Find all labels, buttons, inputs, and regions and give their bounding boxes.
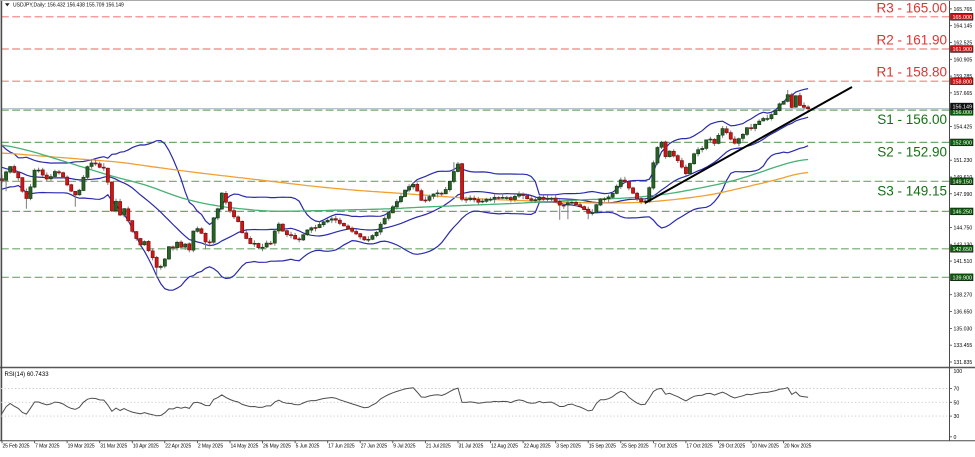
svg-text:25 Sep 2025: 25 Sep 2025: [621, 443, 649, 449]
svg-text:R3 - 165.00: R3 - 165.00: [876, 0, 947, 15]
svg-text:S3 - 149.15: S3 - 149.15: [877, 183, 947, 198]
svg-text:136.650: 136.650: [954, 310, 973, 316]
svg-text:160.905: 160.905: [954, 57, 973, 63]
svg-text:15 Sep 2025: 15 Sep 2025: [589, 443, 617, 449]
svg-text:165.000: 165.000: [953, 15, 973, 21]
svg-text:RSI(14) 60.7433: RSI(14) 60.7433: [5, 372, 50, 378]
svg-text:21 Jul 2025: 21 Jul 2025: [426, 443, 451, 449]
svg-text:138.270: 138.270: [954, 293, 973, 299]
svg-text:10 Apr 2025: 10 Apr 2025: [133, 443, 159, 449]
svg-text:162.525: 162.525: [954, 41, 973, 47]
svg-text:5 Jun 2025: 5 Jun 2025: [296, 443, 320, 449]
svg-text:149.150: 149.150: [953, 179, 973, 185]
svg-text:131.835: 131.835: [954, 360, 973, 366]
svg-text:156.000: 156.000: [953, 110, 973, 116]
svg-text:31 Mar 2025: 31 Mar 2025: [100, 443, 127, 449]
svg-text:70: 70: [954, 387, 960, 393]
svg-text:152.900: 152.900: [953, 141, 973, 147]
svg-text:133.455: 133.455: [954, 343, 973, 349]
svg-text:20 Nov 2025: 20 Nov 2025: [784, 443, 812, 449]
svg-text:147.990: 147.990: [954, 192, 973, 198]
svg-text:144.750: 144.750: [954, 226, 973, 232]
svg-text:141.510: 141.510: [954, 259, 973, 265]
svg-text:R2 - 161.90: R2 - 161.90: [876, 33, 947, 48]
svg-text:157.665: 157.665: [954, 91, 973, 97]
svg-text:25 Feb 2025: 25 Feb 2025: [3, 443, 30, 449]
svg-text:27 Jun 2025: 27 Jun 2025: [361, 443, 388, 449]
svg-text:S2 - 152.90: S2 - 152.90: [877, 144, 947, 159]
svg-text:12 Aug 2025: 12 Aug 2025: [491, 443, 518, 449]
svg-text:164.145: 164.145: [954, 24, 973, 30]
svg-text:158.800: 158.800: [953, 79, 973, 85]
svg-text:10 Nov 2025: 10 Nov 2025: [752, 443, 780, 449]
svg-text:31 Jul 2025: 31 Jul 2025: [459, 443, 484, 449]
svg-text:30: 30: [954, 414, 960, 420]
svg-text:S1 - 156.00: S1 - 156.00: [877, 112, 947, 127]
svg-text:17 Jun 2025: 17 Jun 2025: [328, 443, 355, 449]
svg-text:14 May 2025: 14 May 2025: [231, 443, 259, 449]
svg-text:7 Oct 2025: 7 Oct 2025: [654, 443, 678, 449]
svg-text:151.230: 151.230: [954, 158, 973, 164]
svg-text:165.765: 165.765: [954, 7, 973, 13]
svg-text:17 Oct 2025: 17 Oct 2025: [686, 443, 712, 449]
svg-text:159.285: 159.285: [954, 74, 973, 80]
svg-text:29 Oct 2025: 29 Oct 2025: [719, 443, 745, 449]
svg-text:146.250: 146.250: [953, 210, 973, 216]
svg-text:R1 - 158.80: R1 - 158.80: [876, 65, 947, 80]
svg-text:22 Aug 2025: 22 Aug 2025: [524, 443, 551, 449]
svg-text:9 Jul 2025: 9 Jul 2025: [393, 443, 415, 449]
svg-text:26 May 2025: 26 May 2025: [263, 443, 291, 449]
svg-text:139.900: 139.900: [953, 275, 973, 281]
svg-text:2 May 2025: 2 May 2025: [198, 443, 223, 449]
svg-text:3 Sep 2025: 3 Sep 2025: [556, 443, 581, 449]
svg-text:50: 50: [954, 400, 960, 406]
svg-text:22 Apr 2025: 22 Apr 2025: [165, 443, 191, 449]
svg-text:0: 0: [954, 435, 957, 441]
svg-text:156.149: 156.149: [953, 105, 973, 111]
svg-text:7 Mar 2025: 7 Mar 2025: [35, 443, 60, 449]
svg-text:142.650: 142.650: [953, 247, 973, 253]
svg-text:100: 100: [954, 369, 963, 375]
svg-text:USDJPY,Daily: 156.432 156.438: USDJPY,Daily: 156.432 156.438 155.709 15…: [13, 3, 124, 9]
svg-text:135.030: 135.030: [954, 326, 973, 332]
svg-text:19 Mar 2025: 19 Mar 2025: [68, 443, 95, 449]
svg-text:154.425: 154.425: [954, 125, 973, 131]
svg-text:161.900: 161.900: [953, 47, 973, 53]
